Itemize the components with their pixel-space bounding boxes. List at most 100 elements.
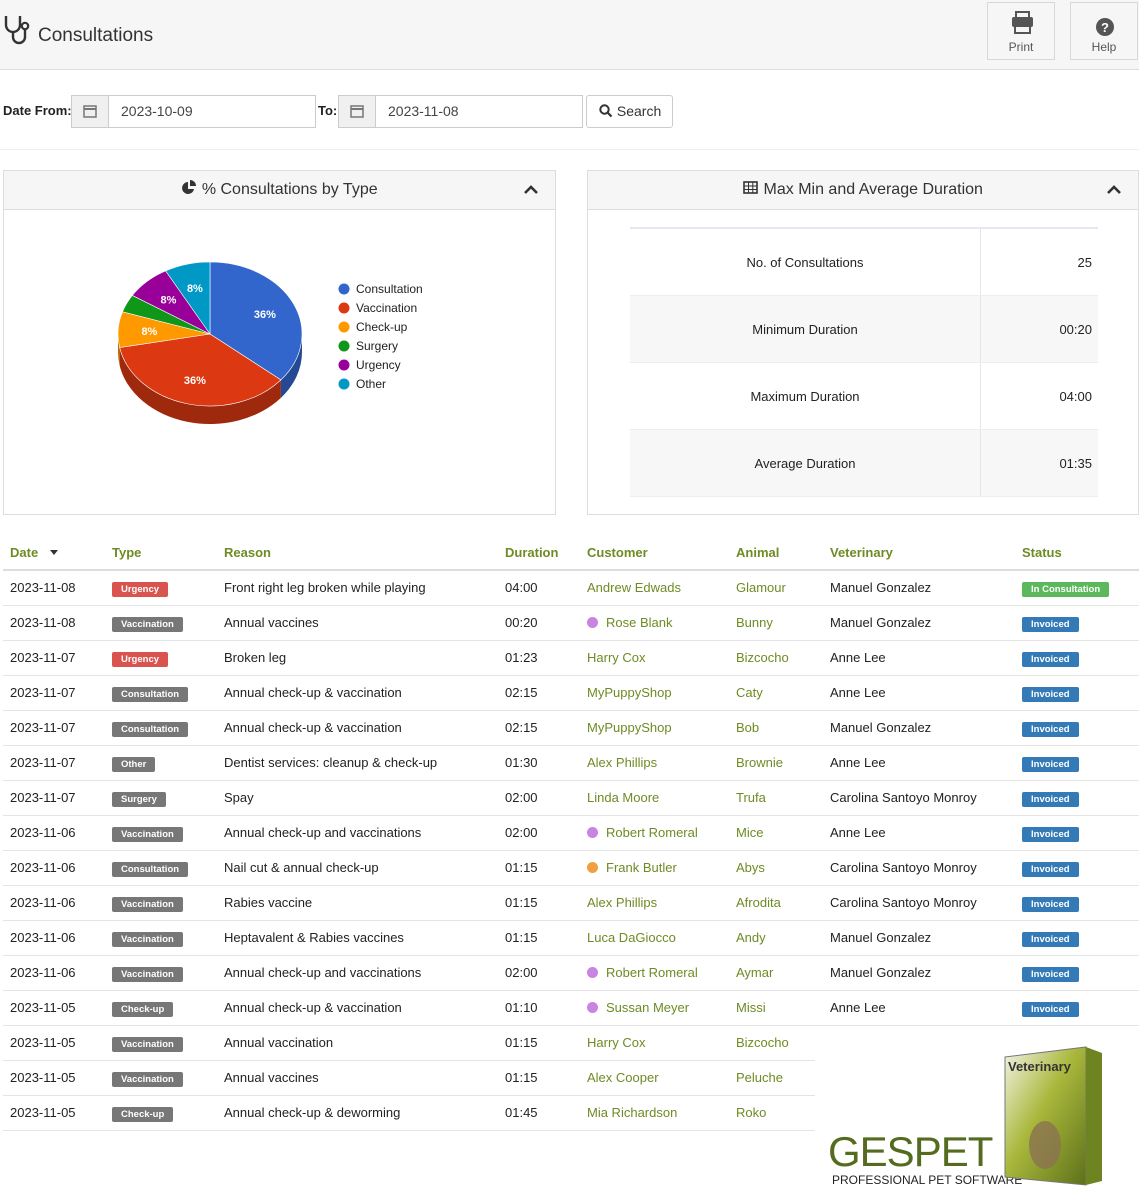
- customer-link[interactable]: Alex Phillips: [587, 895, 657, 911]
- table-cell: 01:15: [505, 860, 538, 875]
- customer-link[interactable]: Robert Romeral: [587, 965, 698, 981]
- animal-link[interactable]: Mice: [736, 825, 764, 840]
- type-badge: Urgency: [112, 582, 169, 597]
- animal-link[interactable]: Missi: [736, 1000, 766, 1015]
- type-badge: Vaccination: [112, 1037, 183, 1052]
- help-button[interactable]: ? Help: [1070, 2, 1138, 60]
- table-cell: 02:15: [505, 720, 538, 735]
- column-header: Customer: [587, 545, 648, 560]
- print-button[interactable]: Print: [987, 2, 1055, 60]
- table-cell: Manuel Gonzalez: [830, 615, 932, 630]
- stats-divider: [980, 296, 981, 362]
- animal-link[interactable]: Aymar: [736, 965, 774, 980]
- date-from-input[interactable]: 2023-10-09: [108, 95, 316, 128]
- customer-link[interactable]: Harry Cox: [587, 1035, 646, 1051]
- consultations-table: Date Type Reason Duration Customer Animal Vete…: [0, 530, 1139, 1131]
- customer-link[interactable]: Robert Romeral: [587, 825, 698, 841]
- svg-text:?: ?: [1101, 20, 1109, 35]
- customer-link[interactable]: Sussan Meyer: [587, 1000, 689, 1016]
- row-rule: [3, 920, 1139, 921]
- calendar-addon[interactable]: [338, 95, 376, 128]
- table-cell: 01:45: [505, 1105, 538, 1120]
- column-header: Animal: [736, 545, 780, 560]
- top-bar: Consultations Print ? Help: [0, 0, 1139, 70]
- pie-side: [280, 334, 302, 398]
- customer-link[interactable]: Mia Richardson: [587, 1105, 677, 1121]
- customer-name: Andrew Edwads: [587, 580, 681, 595]
- stats-value: 25: [1077, 255, 1092, 270]
- animal-link[interactable]: Peluche: [736, 1070, 783, 1085]
- legend-swatch: [338, 340, 350, 352]
- column-header: Date: [10, 545, 39, 560]
- animal-link[interactable]: Caty: [736, 685, 763, 700]
- customer-link[interactable]: Rose Blank: [587, 615, 672, 631]
- customer-link[interactable]: MyPuppyShop: [587, 685, 672, 701]
- animal-link[interactable]: Abys: [736, 860, 765, 875]
- animal-link[interactable]: Bizcocho: [736, 1035, 789, 1050]
- customer-link[interactable]: MyPuppyShop: [587, 720, 672, 736]
- animal-link[interactable]: Roko: [736, 1105, 767, 1120]
- type-badge: Vaccination: [112, 967, 183, 982]
- animal-link[interactable]: Afrodita: [736, 895, 781, 910]
- date-to-input[interactable]: 2023-11-08: [375, 95, 583, 128]
- table-cell: 00:20: [505, 615, 538, 630]
- slice-label: 36%: [184, 375, 206, 387]
- row-rule: [3, 675, 1139, 676]
- table-cell: Annual check-up & vaccination: [224, 1000, 402, 1015]
- stats-divider: [980, 363, 981, 429]
- row-rule: [3, 955, 1139, 956]
- slice-label: 8%: [141, 326, 157, 338]
- brand: GESPET: [828, 1128, 993, 1176]
- customer-link[interactable]: Luca DaGiocco: [587, 930, 676, 946]
- customer-link[interactable]: Alex Phillips: [587, 755, 657, 771]
- table-icon: [743, 181, 758, 194]
- status-badge: Invoiced: [1022, 687, 1079, 702]
- animal-link[interactable]: Glamour: [736, 580, 786, 595]
- table-cell: Spay: [224, 790, 254, 805]
- stats-row: Maximum Duration 04:00: [630, 363, 1098, 430]
- customer-link[interactable]: Frank Butler: [587, 860, 677, 876]
- table-cell: Carolina Santoyo Monroy: [830, 895, 977, 910]
- table-cell: 2023-11-06: [10, 965, 76, 980]
- legend-label: Other: [356, 377, 386, 391]
- collapse-icon[interactable]: [1106, 184, 1122, 196]
- table-cell: Nail cut & annual check-up: [224, 860, 379, 875]
- customer-name: MyPuppyShop: [587, 685, 672, 700]
- table-cell: Rabies vaccine: [224, 895, 313, 910]
- table-cell: Annual check-up & vaccination: [224, 720, 402, 735]
- animal-link[interactable]: Bob: [736, 720, 760, 735]
- table-cell: Heptavalent & Rabies vaccines: [224, 930, 404, 945]
- animal-link[interactable]: Trufa: [736, 790, 766, 805]
- animal-link[interactable]: Bizcocho: [736, 650, 789, 665]
- customer-link[interactable]: Linda Moore: [587, 790, 659, 806]
- status-badge: Invoiced: [1022, 1002, 1079, 1017]
- table-cell: Carolina Santoyo Monroy: [830, 790, 977, 805]
- customer-link[interactable]: Alex Cooper: [587, 1070, 659, 1086]
- table-cell: Dentist services: cleanup & check-up: [224, 755, 438, 770]
- customer-link[interactable]: Andrew Edwads: [587, 580, 681, 596]
- animal-link[interactable]: Bunny: [736, 615, 773, 630]
- collapse-icon[interactable]: [523, 184, 539, 196]
- animal-link[interactable]: Brownie: [736, 755, 783, 770]
- customer-link[interactable]: Harry Cox: [587, 650, 646, 666]
- stats-panel: Max Min and Average Duration No. of Cons…: [587, 170, 1139, 515]
- calendar-addon[interactable]: [71, 95, 109, 128]
- search-button[interactable]: Search: [586, 95, 673, 128]
- status-badge: In Consultation: [1022, 582, 1110, 597]
- animal-link[interactable]: Andy: [736, 930, 766, 945]
- table-cell: 02:00: [505, 965, 538, 980]
- stats-label: Minimum Duration: [752, 322, 858, 337]
- table-cell: 02:00: [505, 790, 538, 805]
- table-cell: Anne Lee: [830, 755, 886, 770]
- pie-panel: % Consultations by Type 36% 36% 8% 8% 8% Cons…: [3, 170, 556, 515]
- table-cell: 2023-11-07: [10, 720, 76, 735]
- customer-dot: [587, 617, 598, 628]
- table-cell: Manuel Gonzalez: [830, 930, 932, 945]
- stats-label: Average Duration: [754, 456, 856, 471]
- table-cell: 02:00: [505, 825, 538, 840]
- row-rule: [3, 745, 1139, 746]
- column-header: Duration: [505, 545, 559, 560]
- pie-slice: [165, 261, 211, 335]
- table-cell: Manuel Gonzalez: [830, 965, 932, 980]
- stats-value: 04:00: [1059, 389, 1092, 404]
